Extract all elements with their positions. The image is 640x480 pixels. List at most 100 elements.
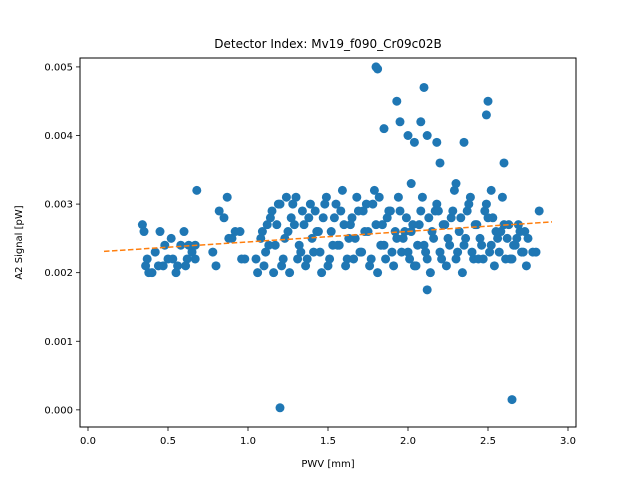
data-point	[389, 261, 399, 271]
data-point	[414, 220, 424, 230]
data-point	[181, 261, 191, 271]
data-point	[395, 206, 405, 216]
data-point	[273, 199, 283, 209]
data-point	[222, 192, 232, 202]
x-axis-label: PWV [mm]	[301, 459, 354, 470]
data-point	[485, 247, 495, 257]
data-point	[401, 213, 411, 223]
data-point	[296, 247, 306, 257]
data-point	[445, 240, 455, 250]
data-point	[459, 137, 469, 147]
data-point	[237, 254, 247, 264]
data-point	[517, 247, 527, 257]
data-point	[182, 254, 192, 264]
y-axis-label: A2 Signal [pW]	[14, 205, 25, 279]
data-point	[264, 240, 274, 250]
data-point	[392, 233, 402, 243]
fit-line	[103, 221, 553, 253]
x-axis: 0.0 0.5 1.0 1.5 2.0 2.5 3.0	[80, 427, 576, 447]
data-point	[315, 247, 325, 257]
data-point	[373, 64, 383, 74]
data-point	[361, 199, 371, 209]
data-point	[365, 261, 375, 271]
data-point	[393, 192, 403, 202]
data-point	[277, 261, 287, 271]
data-point	[230, 227, 240, 237]
data-point	[382, 213, 392, 223]
data-point	[179, 227, 189, 237]
data-point	[451, 179, 461, 189]
data-point	[317, 268, 327, 278]
y-tick-label: 0.003	[44, 200, 73, 211]
x-tick-label: 1.0	[240, 436, 256, 447]
data-point	[137, 220, 147, 230]
data-point	[192, 185, 202, 195]
data-point	[211, 261, 221, 271]
data-point	[417, 192, 427, 202]
data-point	[432, 137, 442, 147]
data-point	[409, 261, 419, 271]
data-point	[480, 206, 490, 216]
data-point	[342, 254, 352, 264]
data-point	[190, 254, 200, 264]
data-point	[142, 254, 152, 264]
data-point	[397, 247, 407, 257]
data-point	[323, 261, 333, 271]
data-point	[457, 268, 467, 278]
data-point	[219, 213, 229, 223]
data-point	[441, 261, 451, 271]
data-point	[341, 261, 351, 271]
x-tick-label: 0.0	[80, 436, 96, 447]
data-point	[150, 247, 160, 257]
data-point	[349, 254, 359, 264]
data-point	[379, 124, 389, 134]
data-point	[448, 206, 458, 216]
data-point	[464, 199, 474, 209]
data-point	[371, 220, 381, 230]
data-point	[486, 240, 496, 250]
data-point	[475, 233, 485, 243]
data-point	[374, 192, 384, 202]
data-point	[493, 233, 503, 243]
data-point	[305, 199, 315, 209]
data-point	[320, 199, 330, 209]
data-point	[433, 206, 443, 216]
x-tick-label: 2.0	[400, 436, 416, 447]
x-tick-label: 0.5	[160, 436, 176, 447]
data-point	[368, 199, 378, 209]
data-point	[285, 268, 295, 278]
data-point	[353, 206, 363, 216]
data-point	[405, 254, 415, 264]
data-point	[281, 192, 291, 202]
data-point	[286, 213, 296, 223]
data-point	[384, 206, 394, 216]
data-point	[429, 233, 439, 243]
data-point	[499, 158, 509, 168]
data-point	[435, 158, 445, 168]
data-point	[409, 137, 419, 147]
data-point	[473, 254, 483, 264]
data-point	[301, 261, 311, 271]
data-point	[376, 240, 386, 250]
data-point	[166, 233, 176, 243]
data-point	[272, 220, 282, 230]
data-point	[293, 254, 303, 264]
data-point	[419, 240, 429, 250]
y-tick-label: 0.000	[44, 405, 73, 416]
y-tick-label: 0.001	[44, 337, 73, 348]
data-point	[381, 254, 391, 264]
data-point	[294, 240, 304, 250]
data-point	[366, 254, 376, 264]
data-point	[496, 227, 506, 237]
data-point	[377, 220, 387, 230]
data-point	[467, 247, 477, 257]
data-point	[176, 240, 186, 250]
data-point	[304, 213, 314, 223]
data-point	[443, 233, 453, 243]
data-point	[253, 268, 263, 278]
data-point	[534, 206, 544, 216]
data-point	[419, 82, 429, 92]
data-point	[512, 233, 522, 243]
